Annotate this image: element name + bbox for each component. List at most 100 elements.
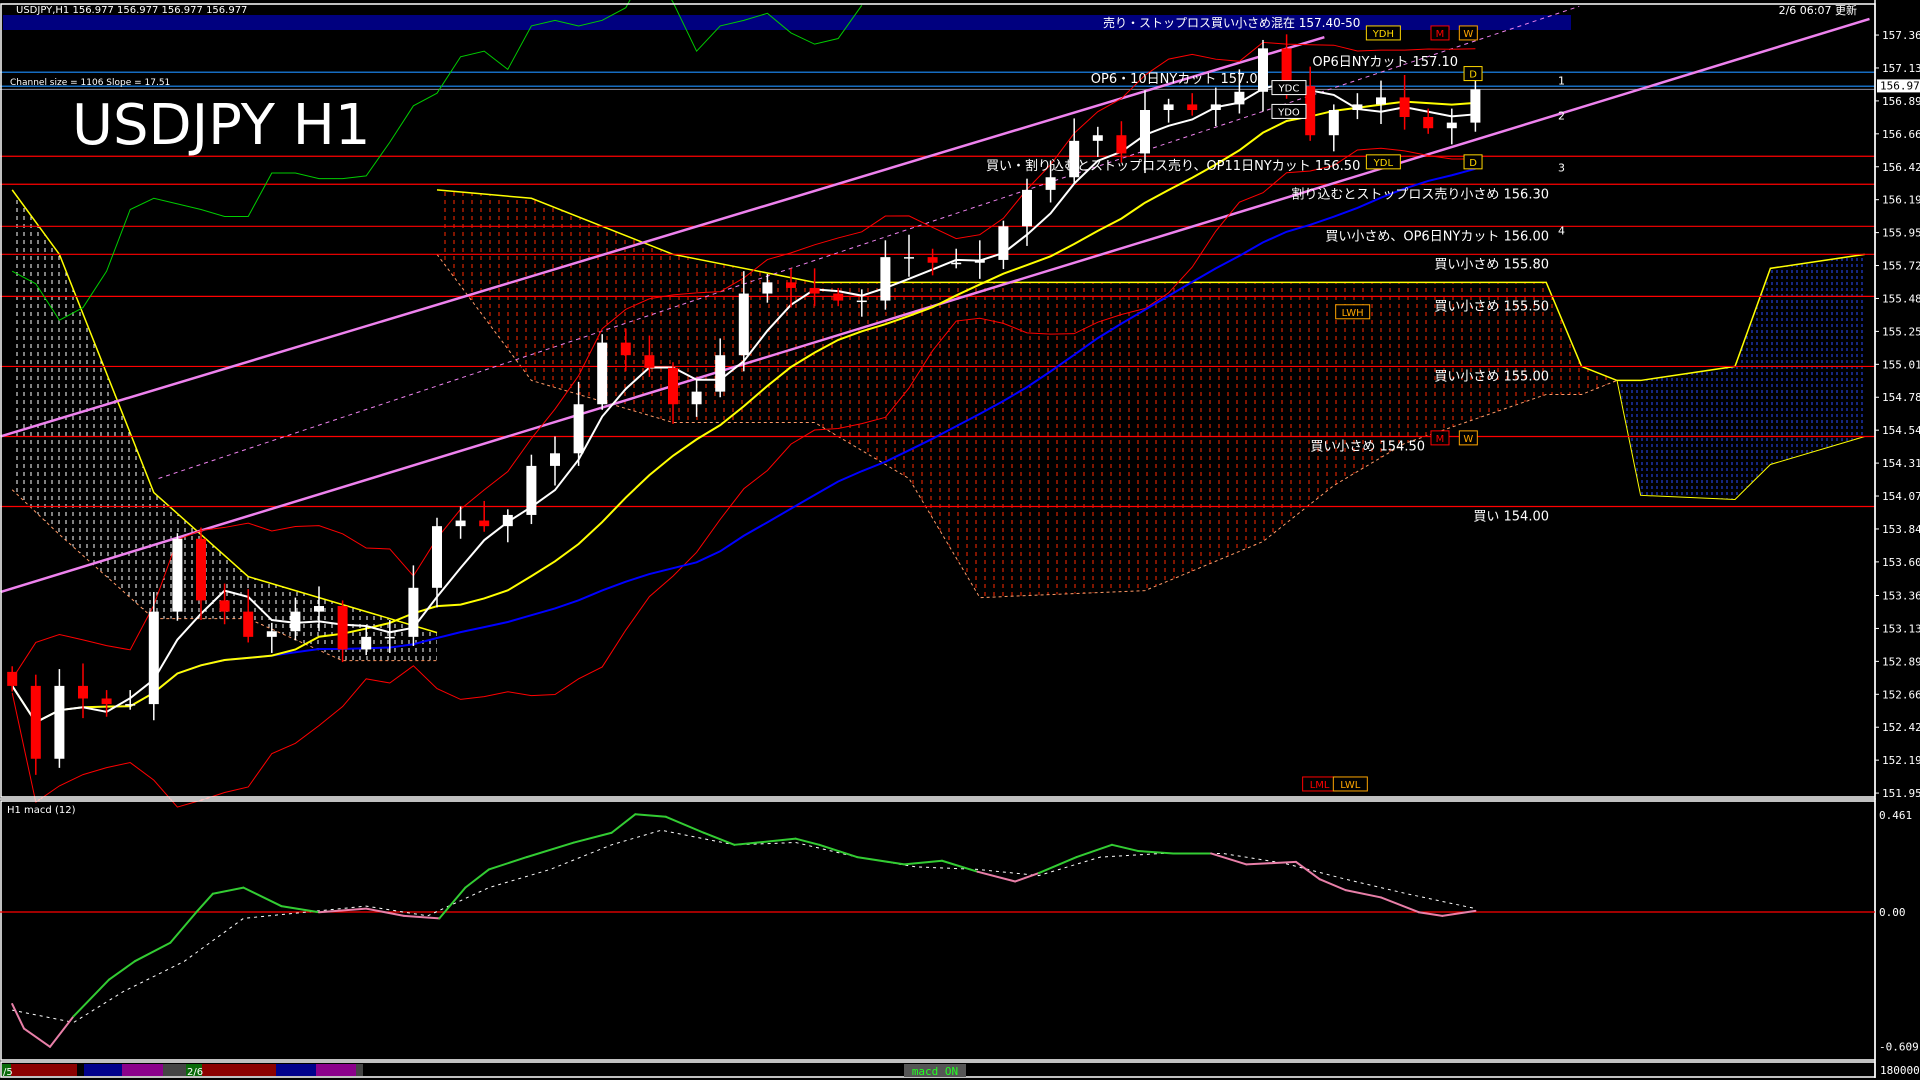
candle-body (455, 520, 466, 527)
channel-line (158, 5, 1580, 479)
candle (290, 597, 301, 641)
session-block (186, 1064, 202, 1076)
candle-body (432, 526, 442, 588)
axis-tick-label: 155.485 (1882, 292, 1920, 305)
candle (219, 583, 230, 625)
macd-main-segment (1441, 909, 1477, 917)
candle (1140, 90, 1150, 174)
candle-body (644, 355, 655, 368)
axis-tick-label: 153.130 (1882, 622, 1920, 635)
candle-body (502, 514, 513, 527)
candle-body (290, 611, 301, 632)
candle (408, 565, 419, 646)
macd-main-segment (11, 1003, 25, 1030)
candle (455, 506, 466, 539)
marker-label: W (1463, 29, 1473, 40)
axis-tick-label: 156.425 (1882, 161, 1920, 174)
candle (125, 690, 136, 710)
macd-main-segment (634, 813, 667, 818)
marker-label: YDH (1372, 29, 1394, 40)
channel-number: 3 (1558, 161, 1565, 174)
marker-label: LML (1310, 780, 1330, 791)
candle (1069, 118, 1080, 183)
price-level-label: 買い 154.00 (1473, 510, 1549, 525)
volume-axis-label: 180000 (1880, 1064, 1920, 1077)
candle-body (927, 257, 938, 263)
candle (550, 436, 560, 486)
candle (597, 334, 608, 410)
candle-body (1163, 104, 1174, 111)
candle (715, 338, 726, 398)
candle (148, 592, 159, 721)
candle-body (691, 391, 702, 405)
current-price-label: 156.977 (1880, 79, 1920, 92)
session-block (202, 1064, 276, 1076)
candle (880, 240, 891, 310)
lagging-span-line (11, 0, 863, 321)
candle-body (573, 404, 584, 454)
axis-tick-label: 155.250 (1882, 325, 1920, 338)
marker-box (1271, 80, 1307, 96)
marker-label: LWL (1340, 780, 1361, 791)
candle (998, 220, 1009, 270)
macd-axis-label: 0.461 (1879, 809, 1912, 822)
macd-toggle-button[interactable] (904, 1064, 966, 1077)
price-level-label: 割り込むとストップロス売り小さめ 156.30 (1291, 186, 1549, 202)
macd-main-segment (1014, 872, 1040, 883)
axis-tick-label: 154.545 (1882, 424, 1920, 437)
candle (1022, 178, 1032, 246)
candle-body (196, 538, 206, 601)
macd-main-segment (1037, 856, 1078, 875)
candle (573, 381, 584, 466)
candle (172, 533, 183, 621)
candle (314, 586, 324, 632)
mid-ma-line (11, 100, 1476, 724)
axis-tick-label: 156.895 (1882, 95, 1920, 108)
candle-body (219, 600, 230, 612)
candle-body (243, 611, 254, 637)
candle-body (1022, 189, 1032, 227)
macd-main-segment (365, 907, 405, 917)
macd-main-segment (464, 868, 490, 889)
candle (526, 454, 537, 525)
macd-toggle-label[interactable]: macd ON (912, 1065, 958, 1078)
candle (974, 240, 985, 279)
macd-main-segment (1075, 843, 1113, 859)
marker-label: YDC (1278, 84, 1300, 95)
candle-body (1376, 97, 1386, 105)
candle-body (1281, 48, 1292, 87)
candle-body (314, 606, 324, 612)
cloud-segment (12, 189, 437, 661)
axis-tick-label: 152.425 (1882, 721, 1920, 734)
candle-body (597, 342, 608, 405)
candle (54, 669, 65, 768)
candle (1116, 121, 1127, 163)
candle (1376, 80, 1386, 125)
channel-number: 4 (1558, 225, 1565, 238)
candle-body (786, 282, 796, 288)
channel-info: Channel size = 1106 Slope = 17.51 (10, 78, 170, 88)
axis-tick-label: 151.955 (1882, 787, 1920, 800)
candle (479, 500, 490, 532)
marker-box (1458, 25, 1478, 41)
candle-body (998, 226, 1009, 260)
macd-main-segment (702, 831, 736, 846)
candle-body (974, 259, 985, 263)
macd-indicator (0, 813, 1875, 1048)
macd-axis-label: 0.00 (1879, 906, 1906, 919)
candle (196, 527, 206, 621)
marker-label: LWH (1342, 308, 1364, 319)
macd-main-segment (525, 841, 575, 859)
candle-body (1187, 104, 1198, 111)
channel-number: 2 (1558, 110, 1565, 123)
macd-main-segment (1417, 911, 1444, 917)
macd-main-segment (438, 886, 467, 920)
candle-body (1328, 110, 1339, 136)
candle-body (1116, 135, 1127, 154)
price-level-label: 買い小さめ 155.00 (1434, 369, 1549, 384)
macd-main-segment (856, 856, 906, 866)
axis-tick-label: 153.365 (1882, 590, 1920, 603)
candle-body (809, 287, 820, 294)
senkou-span-b-line (1616, 380, 1865, 501)
